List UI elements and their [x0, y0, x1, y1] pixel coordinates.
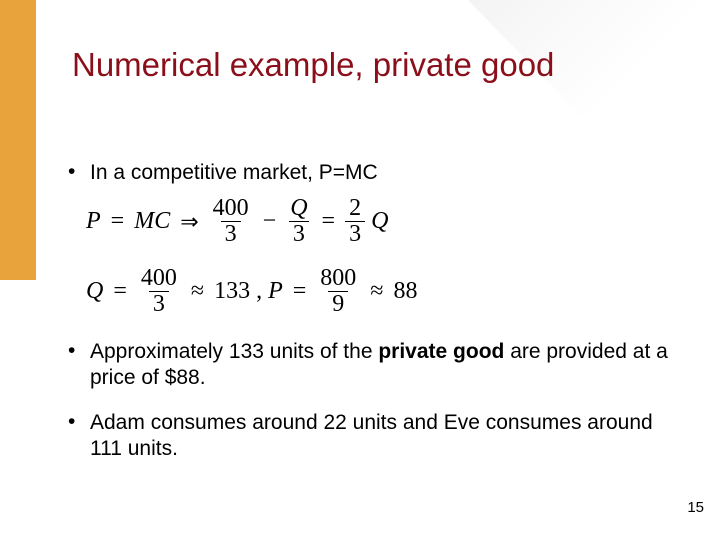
- slide-body: • In a competitive market, P=MC P = MC ⇒…: [68, 160, 668, 472]
- eq2-133: 133: [214, 278, 250, 305]
- eq1-implies: ⇒: [176, 209, 202, 235]
- eq2-frac-400-3: 400 3: [137, 266, 181, 317]
- equation-1: P = MC ⇒ 400 3 − Q 3 = 2 3 Q: [86, 196, 668, 247]
- eq2-Q: Q: [86, 278, 103, 305]
- page-number: 15: [687, 499, 704, 516]
- eq2-equals-1: =: [109, 278, 131, 305]
- slide-title: Numerical example, private good: [72, 46, 554, 84]
- accent-sidebar: [0, 0, 36, 280]
- bullet-dot: •: [68, 410, 90, 434]
- bullet-1-text: In a competitive market, P=MC: [90, 160, 668, 186]
- bullet-1: • In a competitive market, P=MC: [68, 160, 668, 186]
- eq2-frac-800-9: 800 9: [316, 266, 360, 317]
- bullet-3-text: Adam consumes around 22 units and Eve co…: [90, 410, 668, 463]
- eq1-minus: −: [259, 208, 281, 235]
- eq2-equals-2: =: [289, 278, 311, 305]
- eq2-88: 88: [393, 278, 417, 305]
- bullet-dot: •: [68, 339, 90, 363]
- eq1-P: P: [86, 208, 101, 235]
- bullet-2: • Approximately 133 units of the private…: [68, 339, 668, 392]
- eq1-frac-Q-3: Q 3: [286, 196, 311, 247]
- bullet-3: • Adam consumes around 22 units and Eve …: [68, 410, 668, 463]
- eq2-comma: ,: [256, 278, 262, 305]
- bullet-2-text: Approximately 133 units of the private g…: [90, 339, 668, 392]
- eq2-P: P: [268, 278, 283, 305]
- eq1-frac-400-3: 400 3: [209, 196, 253, 247]
- equation-2: Q = 400 3 ≈ 133 , P = 800 9 ≈ 88: [86, 266, 668, 317]
- eq1-equals-2: =: [318, 208, 340, 235]
- bullet-2-bold: private good: [378, 340, 504, 363]
- bullet-dot: •: [68, 160, 90, 184]
- eq2-approx-2: ≈: [366, 278, 387, 305]
- eq1-Q: Q: [371, 208, 388, 235]
- eq1-equals-1: =: [107, 208, 129, 235]
- eq2-approx-1: ≈: [187, 278, 208, 305]
- eq1-frac-2-3: 2 3: [345, 196, 365, 247]
- eq1-MC: MC: [134, 208, 170, 235]
